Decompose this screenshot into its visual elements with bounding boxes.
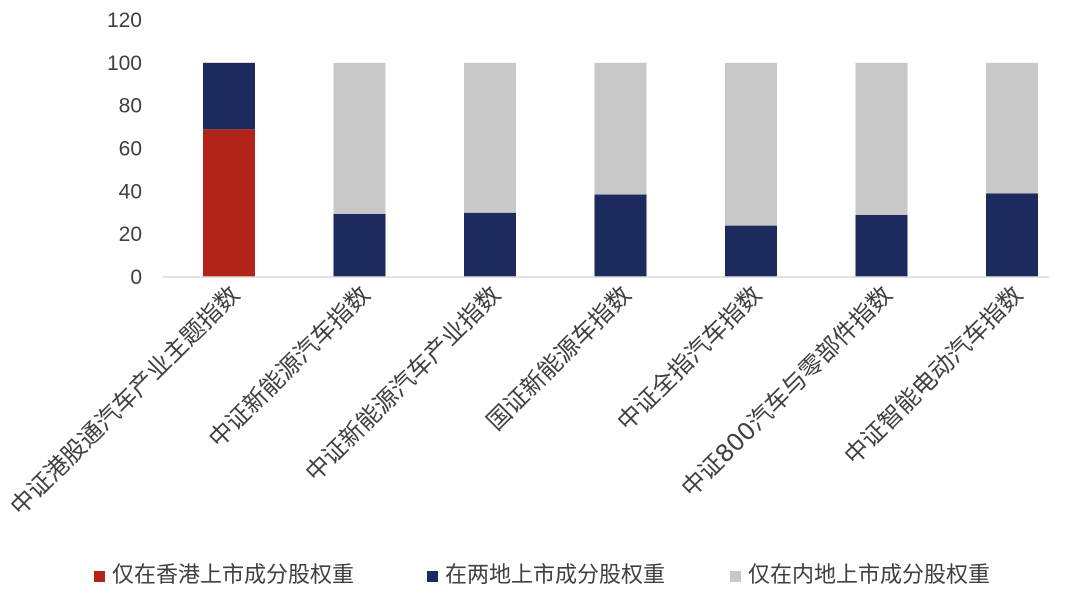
legend: 仅在香港上市成分股权重 在两地上市成分股权重 仅在内地上市成分股权重 — [94, 563, 990, 588]
bar-segment-series-1 — [203, 62, 255, 130]
bar-segment-series-1 — [725, 225, 777, 277]
y-tick-label: 100 — [107, 52, 142, 75]
legend-swatch — [94, 571, 105, 582]
bar-segment-series-1 — [594, 194, 647, 277]
y-tick-label: 40 — [119, 180, 142, 203]
bar-segment-series-0 — [203, 129, 255, 277]
bar-segment-series-2 — [855, 62, 908, 215]
bar-segment-series-2 — [725, 62, 777, 226]
bar-segment-series-1 — [986, 193, 1038, 277]
y-tick-label: 60 — [119, 138, 142, 161]
bar-area — [203, 62, 1038, 277]
bar-segment-series-1 — [333, 213, 386, 277]
bar-segment-series-2 — [986, 62, 1038, 194]
x-axis: 中证港股通汽车产业主题指数中证新能源汽车指数中证新能源汽车产业指数国证新能源车指… — [5, 280, 1028, 520]
x-tick-label: 中证港股通汽车产业主题指数 — [5, 280, 245, 520]
legend-label: 在两地上市成分股权重 — [445, 563, 665, 588]
legend-label: 仅在香港上市成分股权重 — [112, 563, 354, 588]
y-tick-label: 20 — [119, 223, 142, 246]
x-tick-label: 国证新能源车指数 — [481, 280, 637, 436]
bar-segment-series-1 — [855, 214, 908, 277]
y-tick-label: 0 — [130, 266, 142, 289]
legend-label: 仅在内地上市成分股权重 — [748, 563, 990, 588]
legend-swatch — [427, 571, 438, 582]
bar-segment-series-1 — [464, 212, 516, 277]
x-tick-label: 中证800汽车与零部件指数 — [676, 280, 898, 502]
bar-segment-series-2 — [464, 62, 516, 213]
x-tick-label: 中证全指汽车指数 — [612, 280, 768, 436]
y-axis: 0 20 40 60 80 100 120 — [107, 9, 142, 289]
bar-segment-series-2 — [333, 62, 386, 214]
bar-segment-series-2 — [594, 62, 647, 195]
y-tick-label: 120 — [107, 9, 142, 32]
legend-swatch — [730, 571, 741, 582]
y-tick-label: 80 — [119, 95, 142, 118]
